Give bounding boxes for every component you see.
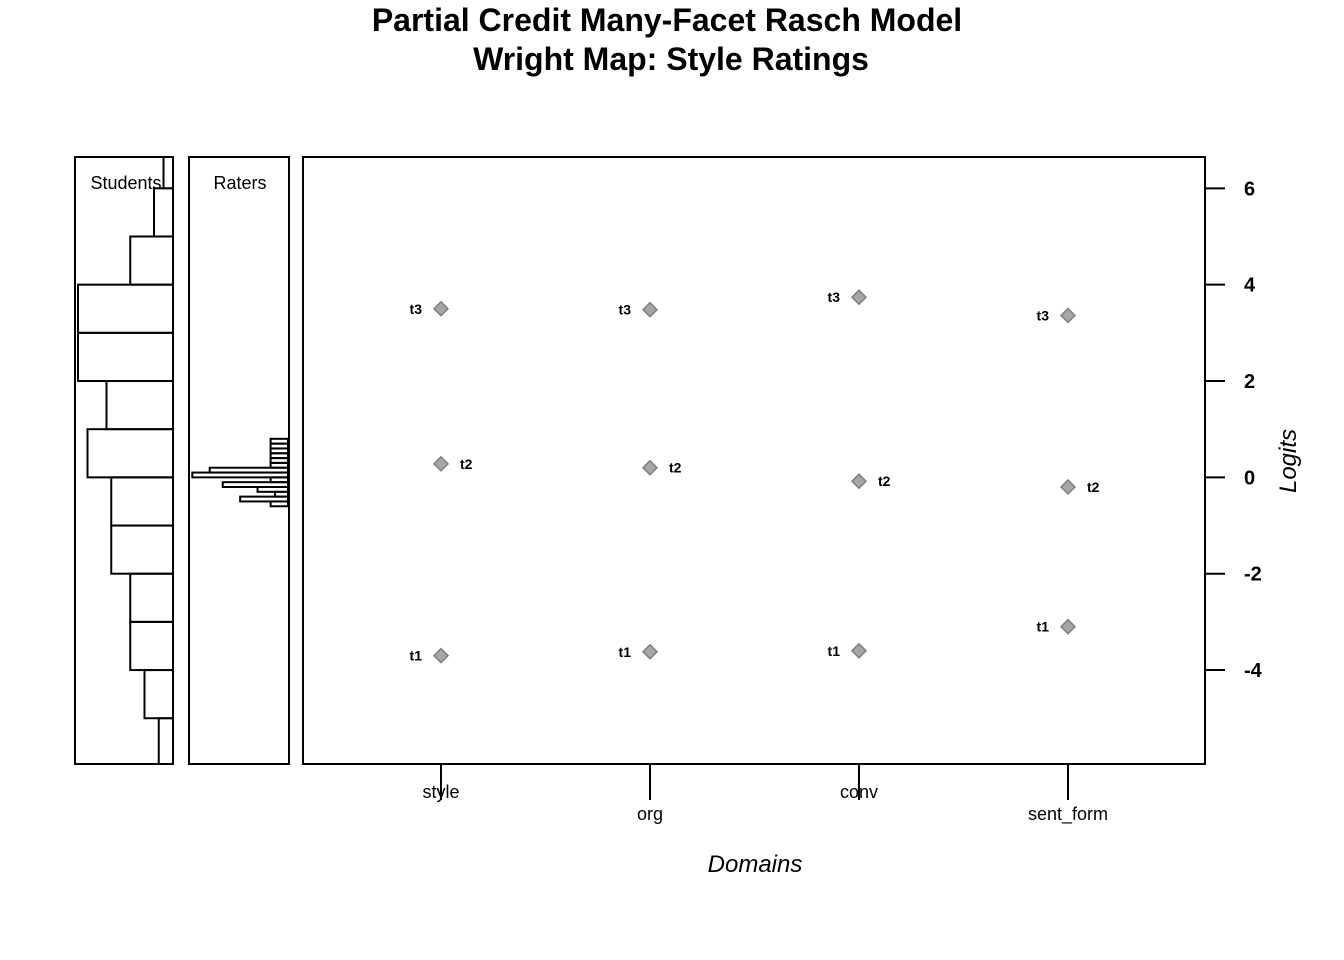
threshold-label: t3: [1037, 307, 1050, 323]
y-tick-label: 0: [1244, 467, 1255, 489]
students-histogram-bar: [157, 717, 174, 766]
students-panel: Students: [74, 156, 174, 766]
threshold-point: [641, 459, 659, 476]
students-panel-frame: [74, 156, 174, 765]
threshold-label: t1: [1037, 619, 1050, 635]
raters-histogram-bar: [221, 481, 289, 488]
x-axis: style org conv sent_form: [422, 763, 1108, 825]
threshold-point: [850, 289, 868, 306]
students-histogram: [77, 156, 174, 766]
chart-title-line-1: Partial Credit Many-Facet Rasch Model: [372, 2, 962, 38]
students-histogram-bar: [129, 620, 174, 672]
threshold-point: [850, 473, 868, 490]
raters-histogram-bar: [239, 495, 289, 503]
y-tick-label: -2: [1244, 564, 1262, 586]
threshold-point: [1059, 307, 1077, 324]
threshold-point: [1059, 478, 1077, 496]
y-tick-label: -4: [1244, 660, 1263, 682]
students-histogram-bar: [143, 669, 174, 720]
threshold-label: t1: [828, 643, 841, 659]
x-category-label: sent_form: [1028, 804, 1108, 825]
students-histogram-bar: [86, 428, 174, 479]
threshold-points: t1 t1 t1 t1 t2 t2 t2 t2 t3 t3 t3 t3: [410, 289, 1100, 664]
x-category-label: org: [637, 804, 663, 824]
students-histogram-bar: [105, 380, 174, 431]
raters-histogram-bar: [269, 500, 290, 508]
threshold-point: [641, 643, 659, 660]
x-category-label: conv: [840, 782, 878, 802]
raters-panel-label: Raters: [213, 173, 266, 193]
x-category-label: style: [422, 782, 459, 802]
students-histogram-bar: [153, 187, 174, 238]
threshold-label: t3: [828, 289, 841, 305]
y-axis: 6 4 2 0 -2 -4: [1205, 178, 1263, 682]
raters-histogram-bar: [191, 471, 289, 479]
students-histogram-bar: [77, 283, 174, 334]
threshold-point: [432, 455, 450, 472]
threshold-label: t3: [410, 301, 423, 317]
raters-histogram: [191, 437, 290, 508]
x-axis-title: Domains: [708, 851, 803, 878]
students-panel-label: Students: [90, 173, 161, 193]
y-tick-label: 4: [1244, 275, 1256, 297]
students-histogram-bar: [110, 524, 174, 575]
threshold-label: t2: [460, 456, 473, 472]
students-histogram-bar: [77, 331, 174, 383]
threshold-label: t3: [619, 302, 632, 318]
threshold-label: t2: [1087, 479, 1100, 495]
threshold-point: [1059, 618, 1077, 635]
chart-title-line-2: Wright Map: Style Ratings: [473, 41, 869, 77]
y-tick-label: 6: [1244, 178, 1255, 200]
threshold-point: [850, 642, 868, 659]
threshold-point: [432, 300, 450, 317]
raters-panel: Raters: [188, 156, 290, 765]
students-histogram-bar: [162, 156, 174, 190]
raters-panel-frame: [188, 156, 290, 765]
raters-histogram-bar: [256, 485, 289, 493]
threshold-label: t1: [619, 644, 632, 660]
threshold-point: [432, 647, 450, 664]
threshold-label: t2: [669, 460, 682, 476]
students-histogram-bar: [129, 235, 174, 286]
threshold-point: [641, 301, 659, 318]
y-tick-label: 2: [1244, 371, 1255, 393]
threshold-label: t2: [878, 473, 891, 489]
threshold-label: t1: [410, 648, 423, 664]
students-histogram-bar: [110, 476, 174, 527]
students-histogram-bar: [129, 572, 174, 623]
y-axis-title: Logits: [1275, 429, 1302, 493]
